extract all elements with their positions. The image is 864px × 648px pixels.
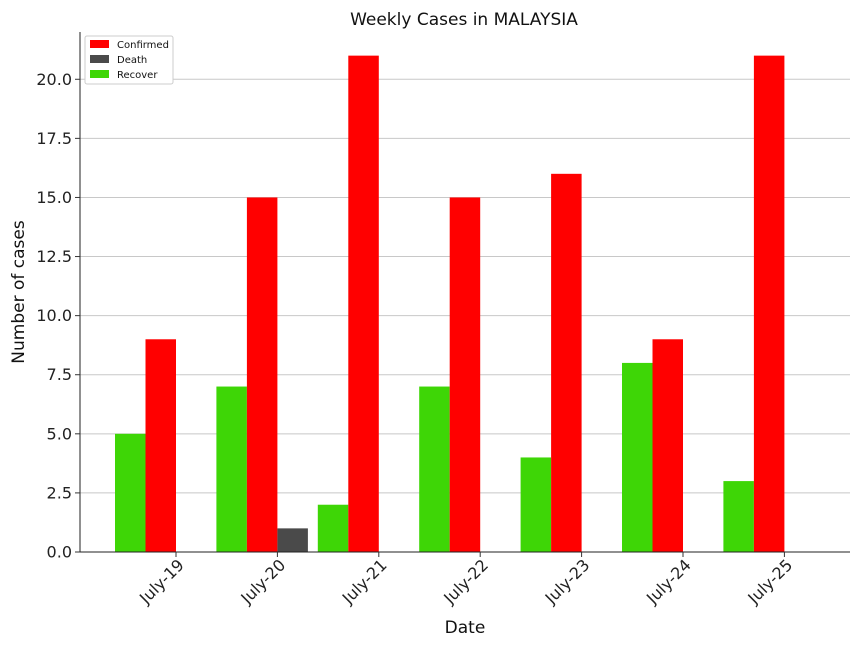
legend-label: Recover [117, 70, 158, 81]
legend-swatch [90, 55, 109, 63]
axes [79, 32, 850, 553]
x-axis-label: Date [445, 618, 486, 638]
bar-recover [317, 504, 349, 552]
x-tick-label: July-24 [642, 555, 695, 608]
bar-confirmed [551, 173, 582, 552]
x-tick-label: July-19 [135, 555, 188, 608]
y-axis-label: Number of cases [9, 220, 29, 364]
bar-confirmed [145, 339, 176, 552]
legend: Confirmed Death Recover [84, 35, 174, 85]
x-tick-label: July-22 [439, 555, 492, 608]
x-tick-label: July-20 [236, 555, 289, 608]
y-tick-label: 5.0 [47, 424, 72, 443]
bar-recover [520, 457, 552, 552]
bar-recover [622, 362, 653, 552]
y-tick-label: 2.5 [47, 483, 72, 502]
x-tick-label: July-25 [743, 555, 796, 608]
y-tick-labels: 0.0 2.5 5.0 7.5 10.0 12.5 15.0 17.5 20.0 [36, 70, 80, 562]
bar-confirmed [246, 197, 278, 553]
bar-confirmed [753, 55, 785, 553]
y-tick-label: 15.0 [36, 188, 72, 207]
bars [115, 55, 785, 553]
legend-label: Confirmed [117, 40, 169, 51]
y-tick-label: 12.5 [36, 247, 72, 266]
legend-swatch [90, 70, 109, 78]
chart-title: Weekly Cases in MALAYSIA [350, 10, 578, 30]
y-tick-label: 20.0 [36, 70, 72, 89]
bar-confirmed [348, 55, 379, 553]
legend-swatch [90, 40, 109, 48]
x-tick-label: July-23 [541, 555, 594, 608]
bar-confirmed [449, 197, 481, 553]
bar-confirmed [652, 339, 683, 552]
y-tick-label: 0.0 [47, 543, 72, 562]
bar-recover [115, 433, 146, 552]
bar-recover [723, 481, 754, 552]
y-tick-label: 7.5 [47, 365, 72, 384]
bar-death [277, 528, 308, 552]
y-tick-label: 10.0 [36, 306, 72, 325]
bar-recover [216, 386, 247, 552]
y-tick-label: 17.5 [36, 129, 72, 148]
bar-recover [419, 386, 450, 552]
x-tick-labels: July-19 July-20 July-21 July-22 July-23 July-… [135, 552, 796, 608]
legend-label: Death [117, 55, 147, 66]
x-tick-label: July-21 [338, 555, 391, 608]
